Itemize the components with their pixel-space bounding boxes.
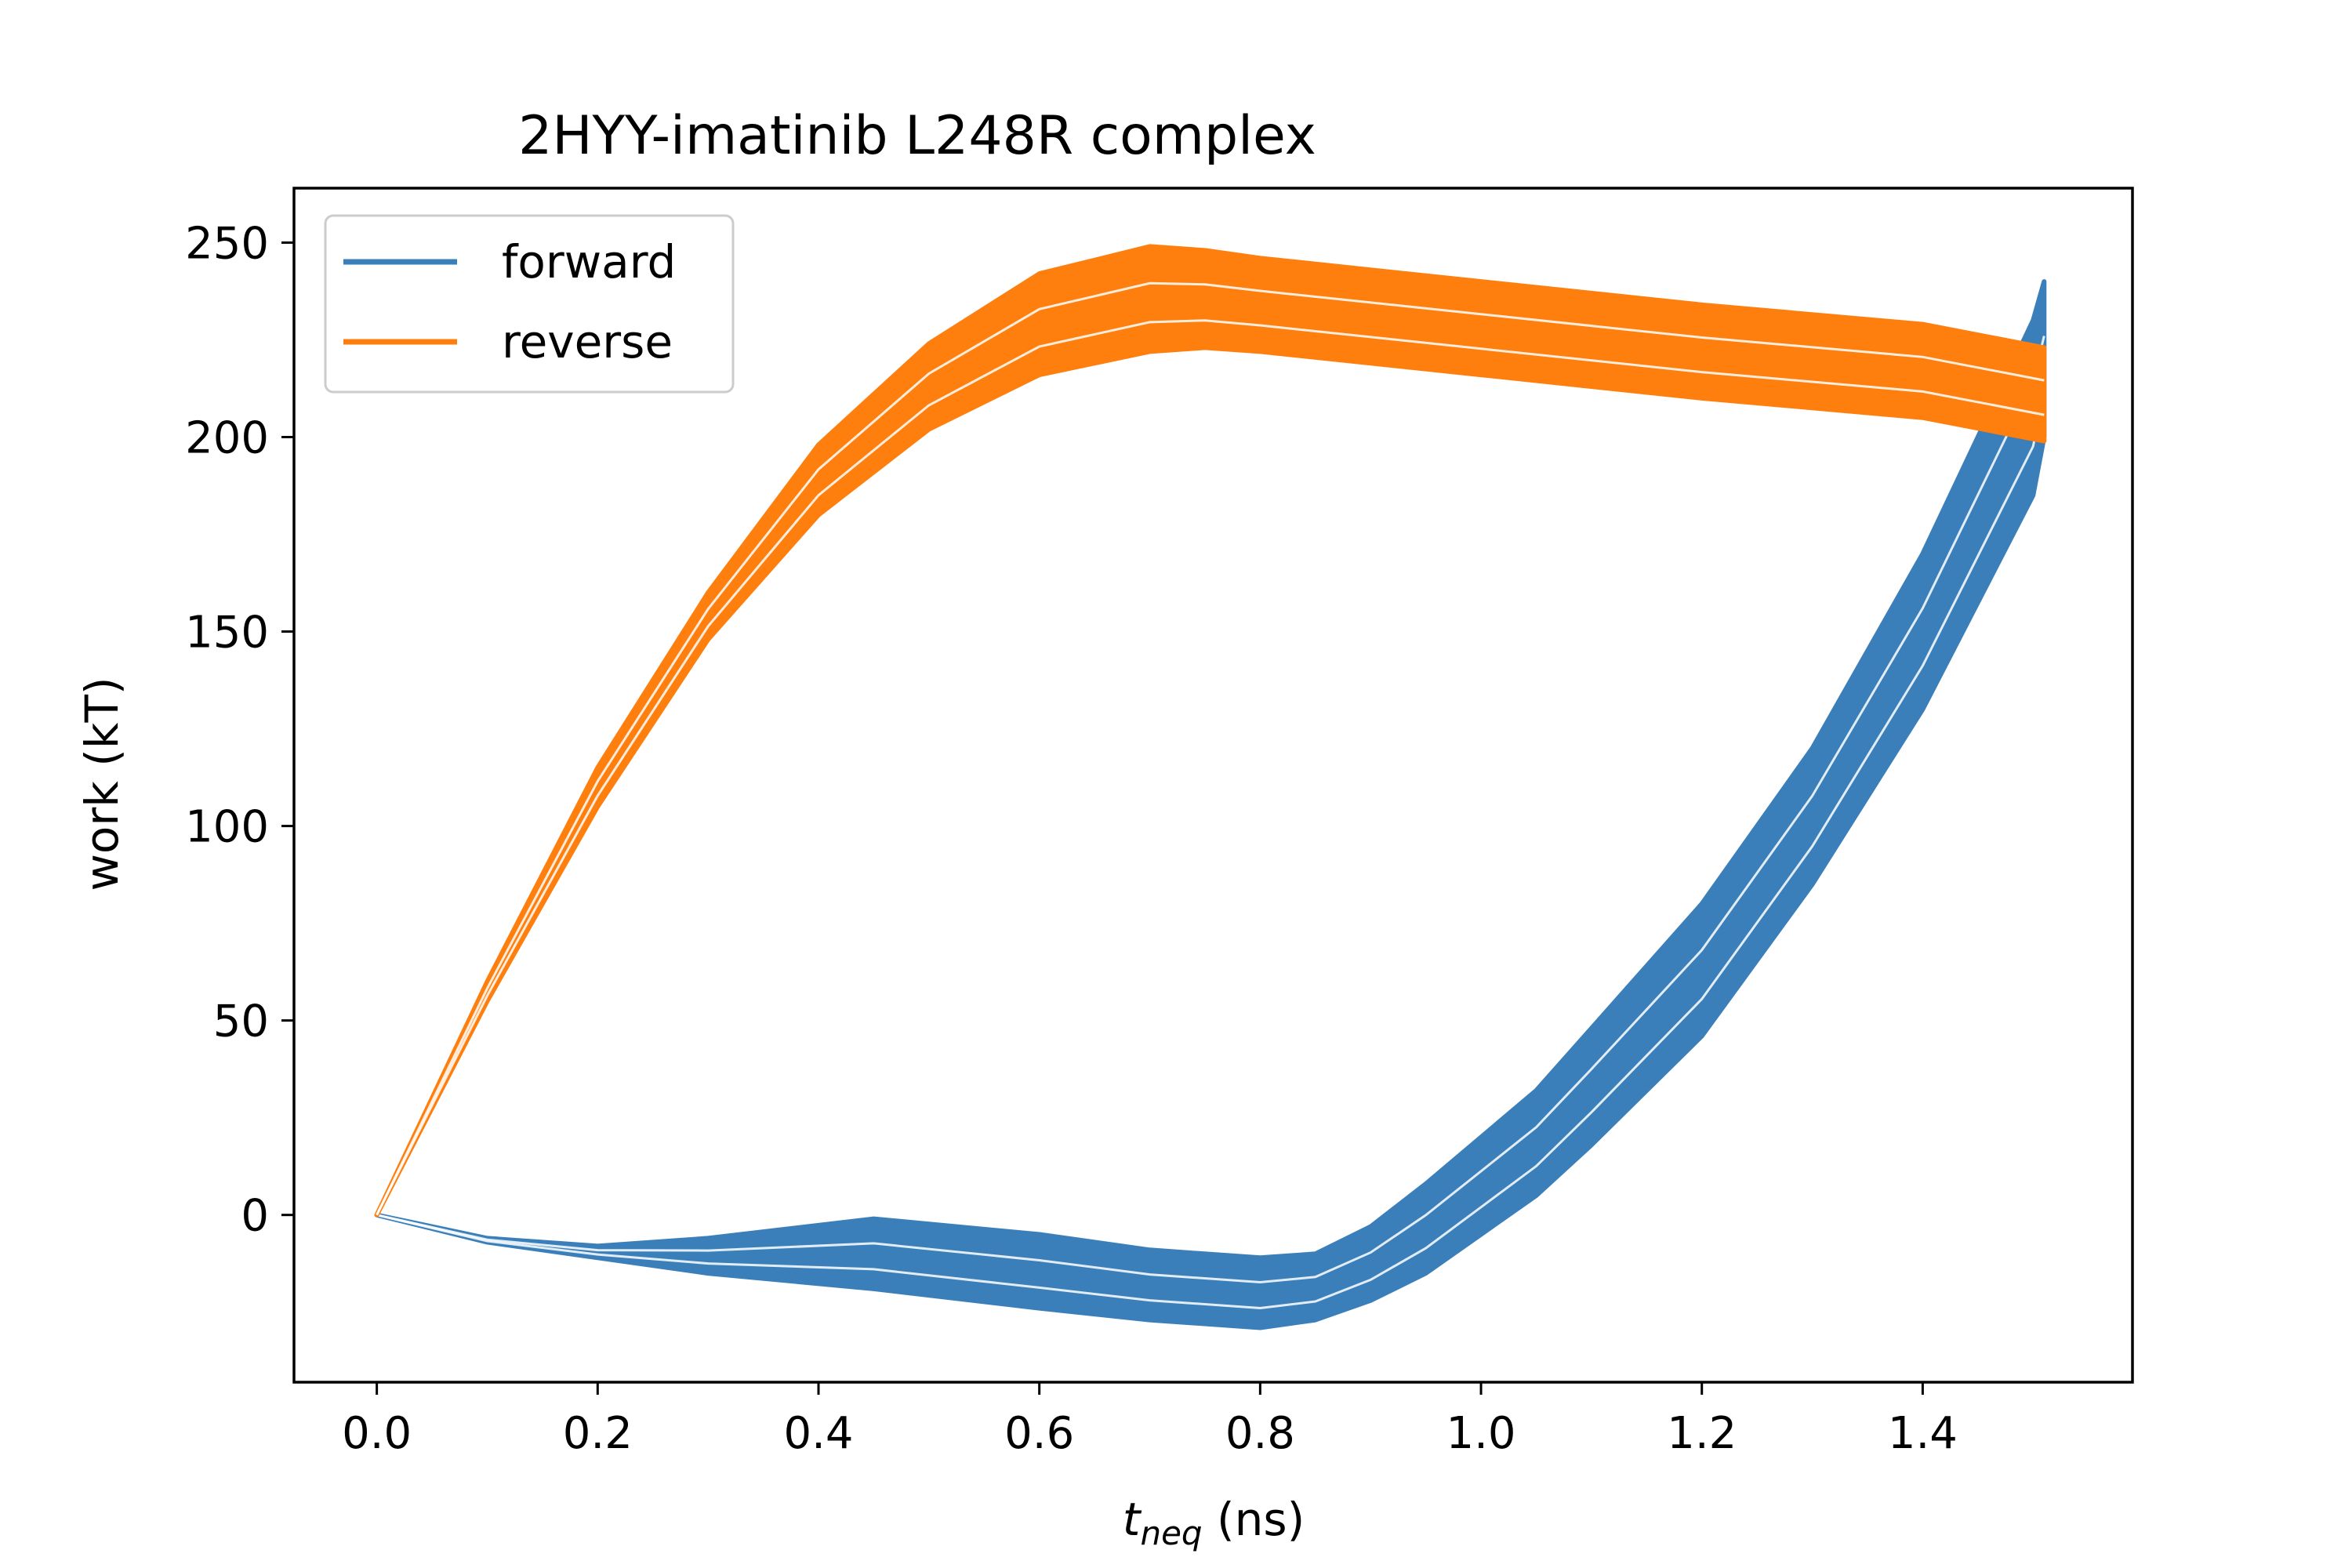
series-band-reverse bbox=[374, 244, 2047, 1218]
x-axis-label-unit: (ns) bbox=[1203, 1493, 1305, 1546]
series-layer bbox=[374, 244, 2047, 1330]
legend-label-forward: forward bbox=[502, 235, 676, 289]
y-tick-label: 50 bbox=[213, 996, 269, 1047]
x-tick-label: 1.0 bbox=[1446, 1408, 1516, 1459]
chart-title: 2HYY-imatinib L248R complex bbox=[518, 105, 1316, 167]
y-tick-label: 100 bbox=[185, 802, 269, 853]
y-tick-label: 200 bbox=[185, 412, 269, 463]
y-tick-label: 150 bbox=[185, 608, 269, 659]
legend: forward reverse bbox=[324, 214, 735, 394]
plot-frame bbox=[292, 187, 2134, 1384]
series-trace-reverse-1 bbox=[376, 319, 2045, 1216]
x-tick-label: 0.6 bbox=[1004, 1408, 1074, 1459]
x-axis-label-main: t bbox=[1123, 1493, 1142, 1546]
x-tick-label: 0.8 bbox=[1225, 1408, 1295, 1459]
x-tick-label: 0.2 bbox=[563, 1408, 633, 1459]
x-axis-label-sub: neq bbox=[1140, 1514, 1202, 1552]
x-axis-label: tneq (ns) bbox=[1123, 1493, 1305, 1552]
x-tick-label: 1.4 bbox=[1888, 1408, 1958, 1459]
y-tick-label: 0 bbox=[241, 1191, 269, 1242]
y-axis-ticks: 0 50 100 150 200 250 bbox=[185, 218, 294, 1242]
x-tick-label: 0.0 bbox=[342, 1408, 412, 1459]
series-trace-forward-0 bbox=[376, 336, 2045, 1284]
series-trace-reverse-0 bbox=[376, 281, 2045, 1216]
series-trace-forward-1 bbox=[376, 393, 2045, 1310]
y-tick-label: 250 bbox=[185, 218, 269, 269]
legend-label-reverse: reverse bbox=[502, 315, 673, 368]
x-axis-ticks: 0.0 0.2 0.4 0.6 0.8 1.0 1.2 1.4 bbox=[342, 1382, 1958, 1459]
y-axis-label: work (kT) bbox=[75, 677, 129, 891]
x-tick-label: 0.4 bbox=[783, 1408, 853, 1459]
x-tick-label: 1.2 bbox=[1667, 1408, 1737, 1459]
